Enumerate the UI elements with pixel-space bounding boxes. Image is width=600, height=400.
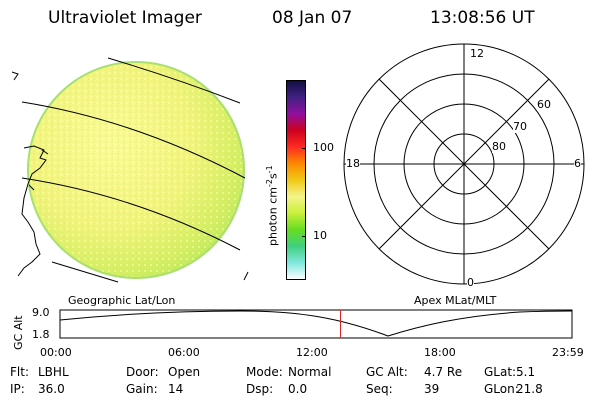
mlt-label-18: 18 [346, 157, 360, 170]
timeline-y-tick-min: 1.8 [32, 328, 50, 341]
status-key: Gain: [126, 382, 158, 396]
status-value: Open [168, 365, 201, 379]
geographic-grid [21, 57, 246, 283]
status-value: 0.0 [288, 382, 308, 396]
geographic-caption: Geographic Lat/Lon [68, 294, 176, 307]
timeline-y-tick-max: 9.0 [32, 306, 50, 319]
status-value: LBHL [38, 365, 69, 379]
status-key: Mode: [246, 365, 283, 379]
mlt-label-0: 0 [467, 276, 474, 289]
status-value: 4.7 Re [424, 365, 463, 379]
date-label: 08 Jan 07 [272, 8, 353, 28]
coastline [11, 71, 249, 281]
status-value: 5.1 [516, 365, 536, 379]
status-key: Flt: [10, 365, 29, 379]
status-value: 21.8 [516, 382, 543, 396]
altitude-curve [59, 310, 573, 337]
status-value: 14 [168, 382, 184, 396]
timeline-x-tick-2: 12:00 [296, 346, 328, 359]
mlat-label-80: 80 [492, 140, 506, 153]
polar-caption: Apex MLat/MLT [414, 294, 497, 307]
status-key: IP: [10, 382, 25, 396]
status-value: 39 [424, 382, 440, 396]
mlt-label-12: 12 [470, 47, 484, 60]
status-key: GLon: [484, 382, 519, 396]
colorbar-tick-10: 10 [313, 229, 327, 242]
mlt-label-6: 6 [574, 157, 581, 170]
timeline-x-tick-0: 00:00 [40, 346, 72, 359]
instrument-title: Ultraviolet Imager [48, 8, 202, 28]
status-key: Dsp: [246, 382, 274, 396]
status-key: GLat: [484, 365, 517, 379]
status-key: Seq: [366, 382, 393, 396]
colorbar-gradient [286, 80, 306, 280]
timeline-x-tick-4: 23:59 [552, 346, 584, 359]
colorbar-tick-mark [302, 236, 306, 237]
status-value: 36.0 [38, 382, 65, 396]
status-key: GC Alt: [366, 365, 408, 379]
colorbar-tick-mark [302, 148, 306, 149]
timeline-x-tick-3: 18:00 [424, 346, 456, 359]
colorbar-tick-100: 100 [313, 141, 334, 154]
timeline-frame [59, 309, 573, 339]
timeline-x-tick-1: 06:00 [168, 346, 200, 359]
time-label: 13:08:56 UT [430, 8, 535, 28]
status-key: Door: [126, 365, 159, 379]
mlat-label-60: 60 [537, 98, 551, 111]
mlat-label-70: 70 [513, 120, 527, 133]
colorbar [286, 80, 306, 280]
status-value: Normal [288, 365, 332, 379]
